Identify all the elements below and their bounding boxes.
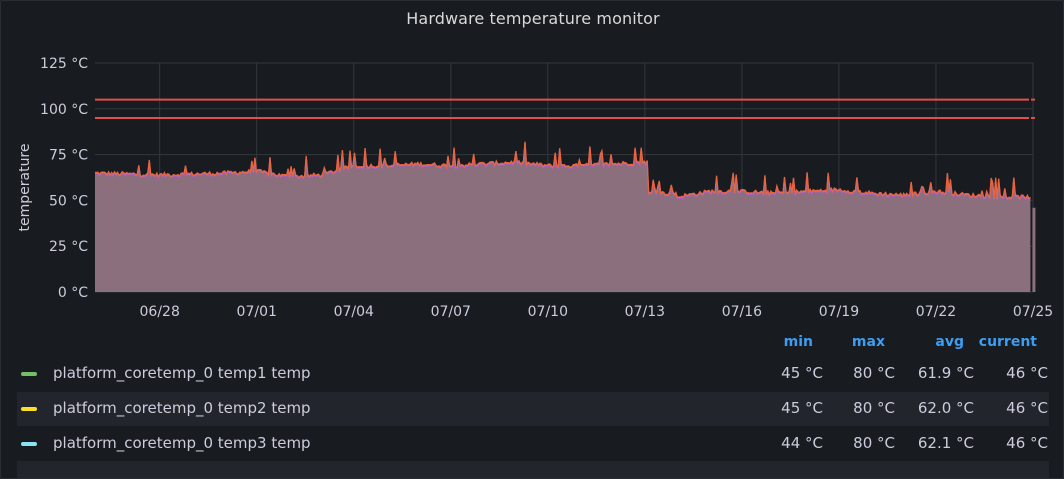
legend-header-current[interactable]: current <box>978 334 1037 350</box>
x-tick-label: 07/16 <box>722 304 762 320</box>
legend-series-name[interactable]: platform_coretemp_0 temp3 temp <box>53 434 311 452</box>
legend-min-value: 44 °C <box>781 434 823 452</box>
legend-color-swatch[interactable] <box>21 372 37 376</box>
x-tick-label: 07/01 <box>237 304 277 320</box>
legend-current-value: 46 °C <box>1006 364 1048 382</box>
legend-row[interactable]: platform_coretemp_0 temp3 temp 44 °C 80 … <box>17 427 1049 461</box>
legend-header-avg[interactable]: avg <box>935 334 964 350</box>
legend-current-value: 46 °C <box>1006 399 1048 417</box>
legend-row[interactable]: platform_coretemp_0 temp1 temp 45 °C 80 … <box>17 357 1049 391</box>
x-tick-label: 07/13 <box>625 304 665 320</box>
series-last-value-bar <box>1032 207 1036 292</box>
legend-header-min[interactable]: min <box>783 334 813 350</box>
legend-avg-value: 62.1 °C <box>917 434 974 452</box>
legend-current-value: 46 °C <box>1006 434 1048 452</box>
x-tick-label: 07/19 <box>819 304 859 320</box>
legend-color-swatch[interactable] <box>21 407 37 411</box>
legend-series-name[interactable]: platform_coretemp_0 temp2 temp <box>53 399 311 417</box>
legend-row-partial <box>17 461 1049 478</box>
series-line-temp1 <box>94 141 1031 201</box>
legend-series-name[interactable]: platform_coretemp_0 temp1 temp <box>53 364 311 382</box>
legend-row[interactable]: platform_coretemp_0 temp2 temp 45 °C 80 … <box>17 392 1049 426</box>
legend-max-value: 80 °C <box>853 399 895 417</box>
legend-max-value: 80 °C <box>853 434 895 452</box>
legend-min-value: 45 °C <box>781 399 823 417</box>
legend-color-swatch[interactable] <box>21 442 37 446</box>
y-tick-label: 25 °C <box>49 239 88 255</box>
y-tick-label: 100 °C <box>40 102 88 118</box>
legend-avg-value: 61.9 °C <box>917 364 974 382</box>
y-tick-label: 50 °C <box>49 193 88 209</box>
panel-title[interactable]: Hardware temperature monitor <box>406 9 660 28</box>
y-axis-label: temperature <box>17 144 33 232</box>
x-tick-label: 07/10 <box>528 304 568 320</box>
y-tick-label: 125 °C <box>40 56 88 72</box>
x-tick-label: 07/25 <box>1013 304 1053 320</box>
legend-min-value: 45 °C <box>781 364 823 382</box>
x-tick-label: 07/04 <box>334 304 374 320</box>
y-tick-label: 0 °C <box>58 285 88 301</box>
x-tick-label: 06/28 <box>140 304 180 320</box>
legend-header-max[interactable]: max <box>851 334 885 350</box>
series-area-fill <box>95 141 1031 292</box>
x-tick-label: 07/07 <box>431 304 471 320</box>
x-tick-label: 07/22 <box>916 304 956 320</box>
chart-area[interactable]: 0 °C 25 °C 50 °C 75 °C 100 °C 125 °C 06/28 07/0… <box>1 1 1064 331</box>
legend-avg-value: 62.0 °C <box>917 399 974 417</box>
legend-max-value: 80 °C <box>853 364 895 382</box>
y-tick-label: 75 °C <box>49 148 88 164</box>
